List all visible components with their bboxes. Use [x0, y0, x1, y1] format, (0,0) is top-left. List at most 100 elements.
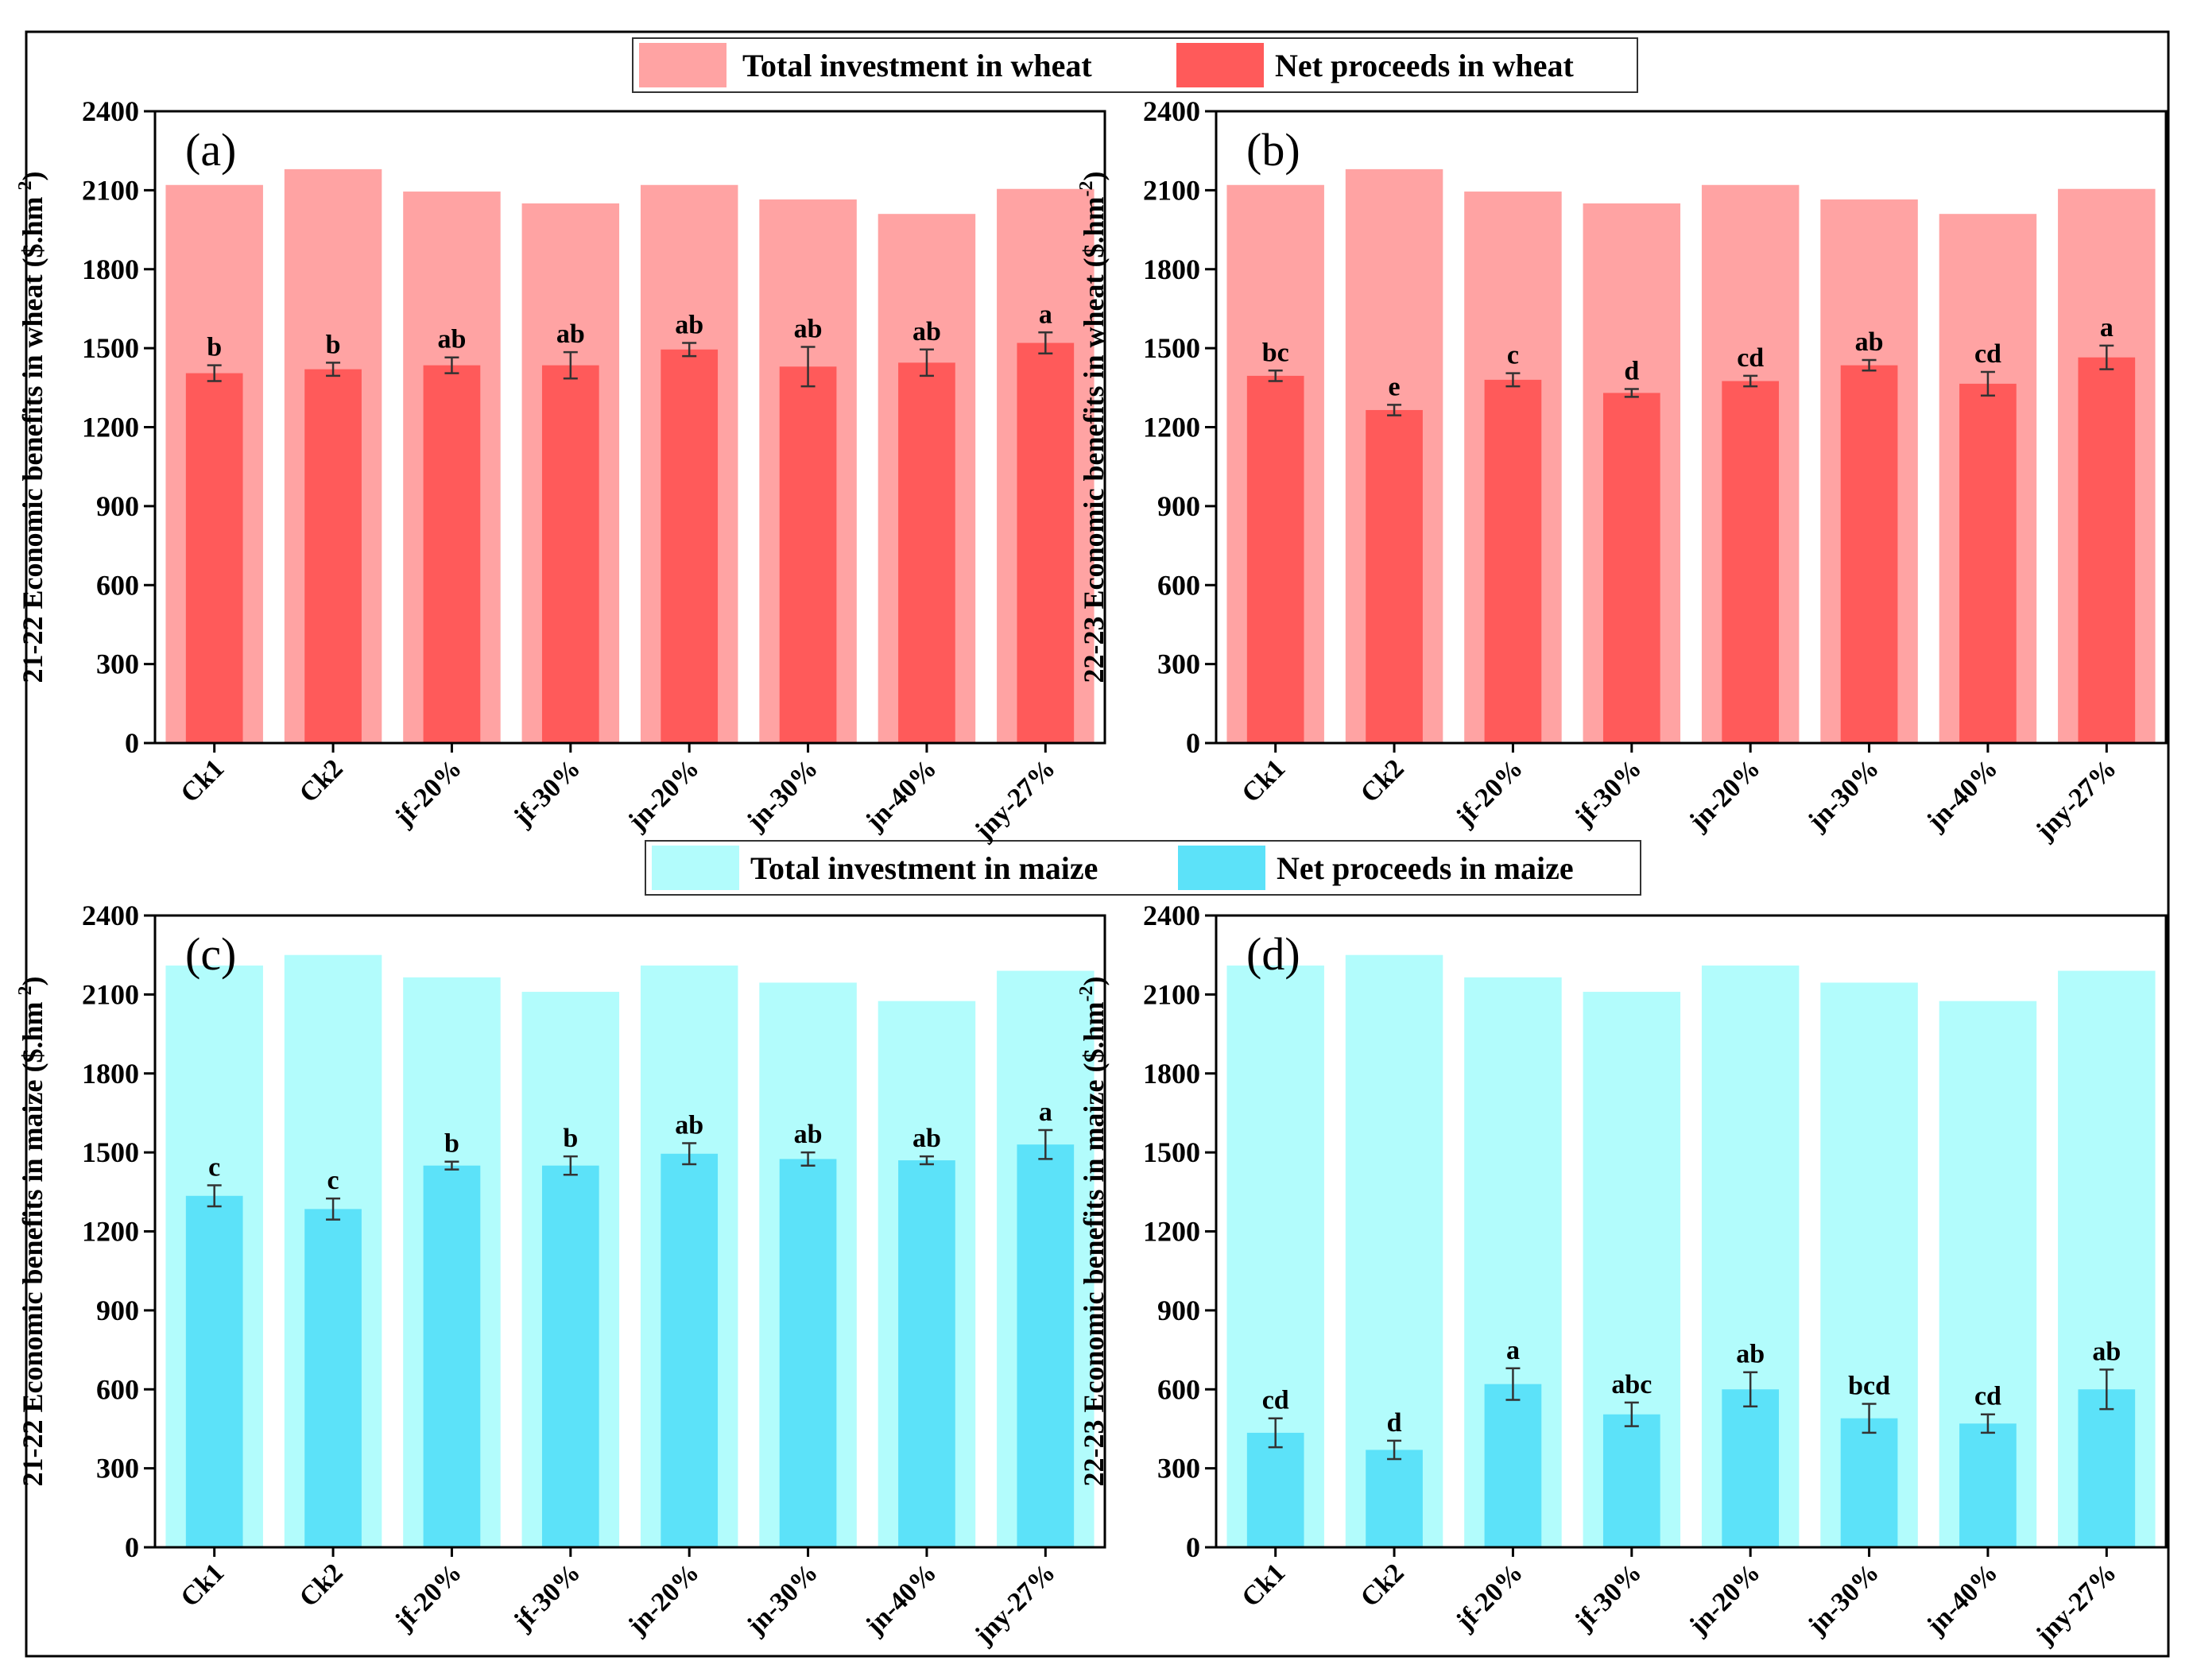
net-bar-7: [2078, 357, 2136, 743]
significance-label-1: c: [327, 1166, 339, 1195]
net-bar-2: [423, 365, 481, 743]
error-bar-4: [682, 1142, 697, 1166]
y-tick-label-3: 900: [1157, 1295, 1200, 1326]
significance-label-0: b: [207, 333, 222, 362]
error-bar-3: [563, 1155, 578, 1176]
y-tick-label-4: 1200: [82, 412, 139, 443]
significance-label-1: b: [326, 330, 341, 359]
panel-c: c c b b ab ab ab a 0 300 600 900 1200 1500 1800 2100 240…: [15, 900, 1106, 1651]
y-axis-title-sup: -2: [15, 181, 36, 197]
y-tick-label-4: 1200: [1143, 1216, 1200, 1248]
net-bar-5: [779, 1159, 837, 1547]
error-bar-5: [1862, 1403, 1877, 1434]
net-bar-6: [1959, 1423, 2017, 1547]
y-tick-label-2: 600: [96, 1373, 139, 1405]
significance-label-3: ab: [556, 319, 585, 349]
error-bar-3: [563, 350, 578, 380]
legend-maize-total-label: Total investment in maize: [750, 850, 1098, 886]
error-bar-0: [207, 364, 222, 382]
error-bar-1: [326, 362, 341, 377]
y-tick-label-7: 2100: [1143, 978, 1200, 1010]
significance-label-4: ab: [675, 311, 703, 340]
panel-label: (c): [185, 928, 236, 980]
significance-label-3: b: [563, 1124, 578, 1153]
net-bar-4: [1722, 1389, 1780, 1547]
error-bar-1: [1387, 404, 1402, 416]
significance-label-5: bcd: [1848, 1371, 1890, 1400]
error-bar-4: [1743, 374, 1758, 388]
y-tick-label-7: 2100: [82, 978, 139, 1010]
error-bar-5: [800, 346, 816, 388]
y-axis-title-main: 21-22 Economic benefits in wheat ($.hm: [17, 197, 48, 683]
net-bar-2: [1484, 379, 1542, 743]
error-bar-2: [444, 1160, 459, 1171]
net-bar-4: [1722, 381, 1780, 743]
net-bar-5: [779, 366, 837, 743]
significance-label-7: ab: [2092, 1337, 2121, 1366]
legend-maize-total-swatch: [652, 846, 739, 890]
y-tick-label-5: 1500: [82, 1136, 139, 1168]
panel-d: cd d a abc ab bcd cd ab 0 300 600 900 1200 1500 1800 21…: [1076, 900, 2168, 1651]
legend-maize-net-label: Net proceeds in maize: [1277, 850, 1574, 886]
error-bar-0: [1268, 370, 1283, 382]
error-bar-3: [1624, 388, 1639, 398]
y-axis-title-sup: -2: [1076, 986, 1097, 1002]
y-axis-title-tail: ): [17, 172, 48, 181]
y-tick-label-1: 300: [96, 648, 139, 680]
significance-label-5: ab: [794, 314, 823, 343]
error-bar-7: [2099, 344, 2114, 370]
error-bar-7: [1038, 331, 1053, 354]
panel-label: (d): [1246, 928, 1300, 980]
error-bar-6: [1980, 370, 1995, 397]
significance-label-4: ab: [1736, 1340, 1765, 1369]
legend-wheat-net-label: Net proceeds in wheat: [1275, 48, 1575, 83]
net-bar-3: [1602, 1414, 1660, 1547]
legend-wheat-total-swatch: [639, 43, 726, 87]
y-axis-title: 22-23 Economic benefits in maize ($.hm-2…: [1076, 977, 1110, 1487]
y-tick-label-4: 1200: [82, 1216, 139, 1248]
net-bar-1: [1366, 1450, 1423, 1547]
net-bar-0: [185, 373, 243, 743]
error-bar-7: [1038, 1128, 1053, 1160]
y-axis-title-tail: ): [17, 977, 48, 986]
significance-label-2: b: [444, 1129, 459, 1159]
y-tick-label-3: 900: [1157, 490, 1200, 522]
y-axis-title: 21-22 Economic benefits in maize ($.hm-2…: [15, 977, 48, 1487]
net-bar-6: [1959, 383, 2017, 743]
net-bar-2: [1484, 1384, 1542, 1547]
y-tick-label-1: 300: [1157, 648, 1200, 680]
net-bar-2: [423, 1165, 481, 1547]
y-tick-label-3: 900: [96, 490, 139, 522]
error-bar-4: [1743, 1371, 1758, 1408]
net-bar-4: [661, 349, 719, 743]
net-bar-3: [541, 365, 599, 743]
y-tick-label-7: 2100: [82, 174, 139, 206]
significance-label-7: a: [1039, 1097, 1052, 1127]
significance-label-6: cd: [1974, 339, 2001, 369]
y-tick-label-6: 1800: [82, 1058, 139, 1090]
significance-label-5: ab: [794, 1120, 823, 1149]
y-axis-title-tail: ): [1078, 172, 1110, 181]
legend-wheat-box: [632, 37, 1638, 93]
error-bar-4: [682, 342, 697, 358]
net-bar-3: [541, 1165, 599, 1547]
y-tick-label-2: 600: [1157, 569, 1200, 601]
y-tick-label-0: 0: [1186, 727, 1200, 759]
y-tick-label-8: 2400: [1143, 900, 1200, 931]
net-bar-4: [661, 1153, 719, 1547]
y-tick-label-0: 0: [125, 727, 139, 759]
error-bar-3: [1624, 1401, 1639, 1427]
significance-label-7: a: [1039, 300, 1052, 329]
y-tick-label-5: 1500: [1143, 1136, 1200, 1168]
error-bar-0: [207, 1184, 222, 1208]
y-axis-title: 21-22 Economic benefits in wheat ($.hm-2…: [15, 172, 48, 683]
legend-maize-box: [645, 840, 1641, 896]
y-axis-title-tail: ): [1078, 977, 1110, 986]
y-tick-label-5: 1500: [1143, 332, 1200, 364]
y-axis-title-sup: -2: [15, 986, 36, 1002]
panel-label: (b): [1246, 124, 1300, 176]
y-tick-label-0: 0: [125, 1531, 139, 1563]
error-bar-6: [919, 1155, 934, 1166]
significance-label-3: abc: [1611, 1370, 1652, 1399]
